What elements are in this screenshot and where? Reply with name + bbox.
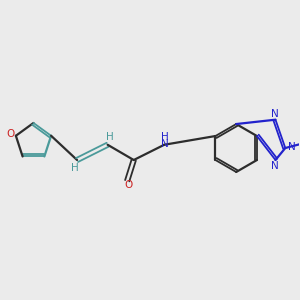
Text: N: N [271,161,278,171]
Text: O: O [124,180,132,190]
Text: N: N [271,109,278,119]
Text: N: N [288,142,296,152]
Text: H: H [106,132,113,142]
Text: H: H [161,132,169,142]
Text: H: H [71,163,79,173]
Text: N: N [161,139,169,149]
Text: O: O [7,129,15,139]
